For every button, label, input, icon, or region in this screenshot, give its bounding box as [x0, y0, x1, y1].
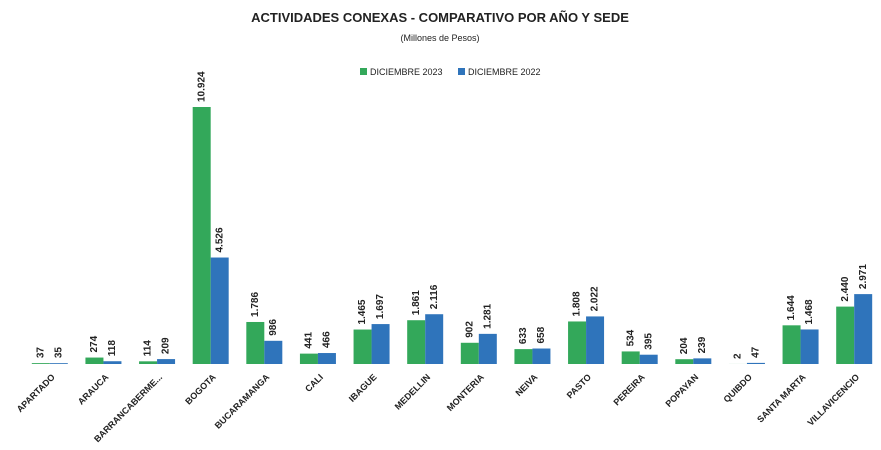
x-tick-label: QUIBDO [722, 372, 755, 405]
chart-subtitle: (Millones de Pesos) [400, 33, 479, 43]
x-tick-label: BOGOTA [183, 372, 218, 407]
bar [746, 362, 765, 364]
x-tick-label: VILLAVICENCIO [806, 372, 862, 428]
value-label: 2.022 [590, 286, 601, 311]
x-tick-label: PASTO [565, 372, 593, 400]
x-tick-label: SANTA MARTA [755, 372, 808, 425]
value-label: 986 [268, 319, 279, 336]
x-tick-label: PEREIRA [611, 372, 647, 408]
value-label: 239 [697, 336, 708, 353]
value-label: 37 [35, 347, 46, 359]
value-label: 1.644 [786, 295, 797, 320]
value-label: 114 [143, 340, 154, 357]
bar [532, 348, 551, 364]
value-label: 1.465 [357, 299, 368, 324]
bar [586, 316, 605, 364]
value-label: 10.924 [196, 71, 207, 102]
bar [460, 342, 479, 364]
bar [407, 320, 426, 364]
legend-swatch [360, 68, 367, 75]
value-label: 1.697 [375, 294, 386, 319]
chart-title: ACTIVIDADES CONEXAS - COMPARATIVO POR AÑ… [251, 10, 629, 25]
bar [514, 349, 533, 364]
value-label: 209 [161, 337, 172, 354]
value-label: 118 [107, 340, 118, 357]
value-label: 441 [304, 332, 315, 349]
x-tick-label: ARAUCA [76, 372, 111, 407]
legend-label: DICIEMBRE 2023 [370, 67, 443, 77]
bar [264, 340, 283, 364]
x-tick-label: APARTADO [15, 372, 57, 414]
bar [317, 353, 336, 364]
value-label: 1.786 [250, 292, 261, 317]
x-tick-label: NEIVA [513, 372, 539, 398]
bar [639, 354, 658, 364]
bar [800, 329, 819, 364]
bar [693, 358, 712, 364]
value-label: 2 [733, 353, 744, 359]
value-label: 35 [53, 347, 64, 359]
value-label: 534 [625, 329, 636, 346]
bar [568, 321, 587, 364]
bar [621, 351, 640, 364]
bar [371, 324, 390, 364]
bar [246, 321, 265, 364]
bar [353, 329, 372, 364]
bar [854, 294, 873, 364]
value-label: 902 [464, 321, 475, 338]
value-label: 1.468 [804, 299, 815, 324]
value-label: 1.861 [411, 290, 422, 315]
bar [139, 361, 158, 364]
value-label: 274 [89, 335, 100, 352]
bar [103, 361, 122, 364]
value-label: 395 [643, 333, 654, 350]
x-tick-label: CALI [303, 372, 325, 394]
bar [836, 306, 855, 364]
bar [157, 359, 176, 364]
value-label: 2.971 [858, 264, 869, 289]
x-tick-label: MEDELLIN [393, 372, 433, 412]
bar [478, 333, 497, 364]
bar [425, 314, 444, 364]
bar [210, 257, 229, 364]
value-label: 1.281 [482, 303, 493, 328]
x-tick-label: BUCARAMANGA [213, 372, 272, 431]
value-label: 4.526 [214, 227, 225, 252]
value-label: 633 [518, 327, 529, 344]
legend-swatch [458, 68, 465, 75]
value-label: 2.116 [429, 284, 440, 309]
value-label: 466 [322, 331, 333, 348]
value-label: 47 [751, 346, 762, 358]
bar [675, 359, 694, 364]
value-label: 658 [536, 326, 547, 343]
legend-label: DICIEMBRE 2022 [468, 67, 541, 77]
bar [85, 357, 104, 364]
value-label: 1.808 [572, 291, 583, 316]
bar [31, 363, 50, 364]
x-tick-label: MONTERIA [445, 372, 486, 413]
bar [299, 353, 318, 364]
bar [192, 107, 211, 364]
value-label: 204 [679, 337, 690, 354]
value-label: 2.440 [840, 276, 851, 301]
x-tick-label: IBAGUE [347, 372, 379, 404]
bar [49, 363, 68, 364]
bar [782, 325, 801, 364]
x-tick-label: POPAYAN [664, 372, 701, 409]
